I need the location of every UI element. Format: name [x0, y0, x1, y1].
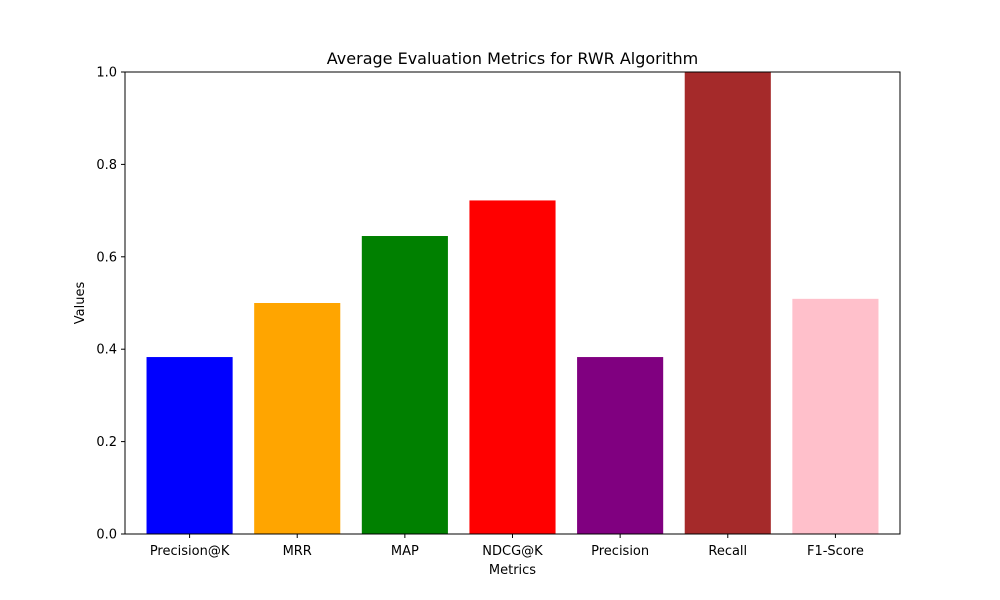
bar-ndcg-k — [469, 200, 556, 534]
y-tick-label: 0.4 — [96, 343, 117, 358]
x-tick-label: F1-Score — [807, 544, 864, 559]
x-tick-label: Recall — [708, 544, 747, 559]
y-axis-ticks: 0.0 0.2 0.4 0.6 0.8 1.0 — [96, 66, 125, 543]
bars-layer — [146, 72, 879, 534]
chart-title: Average Evaluation Metrics for RWR Algor… — [327, 49, 698, 68]
y-tick-label: 0.0 — [96, 528, 117, 543]
x-axis-ticks: Precision@K MRR MAP NDCG@K Precision Recall F1… — [150, 534, 864, 559]
x-tick-label: MRR — [283, 544, 312, 559]
plot-frame — [124, 71, 901, 535]
bar-f1-score — [792, 298, 879, 534]
bar-mrr — [254, 303, 341, 534]
bar-precision-k — [146, 357, 233, 534]
x-tick-label: Precision — [591, 544, 649, 559]
y-tick-label: 0.8 — [96, 158, 117, 173]
bar-precision — [577, 357, 664, 534]
bar-recall — [684, 72, 771, 534]
y-tick-label: 0.2 — [96, 435, 117, 450]
x-tick-label: Precision@K — [150, 544, 230, 559]
y-tick-label: 1.0 — [96, 66, 117, 81]
x-tick-label: NDCG@K — [482, 544, 543, 559]
bar-map — [361, 236, 448, 534]
y-tick-label: 0.6 — [96, 250, 117, 265]
y-axis-label: Values — [73, 282, 88, 325]
x-tick-label: MAP — [391, 544, 419, 559]
x-axis-label: Metrics — [489, 563, 536, 578]
